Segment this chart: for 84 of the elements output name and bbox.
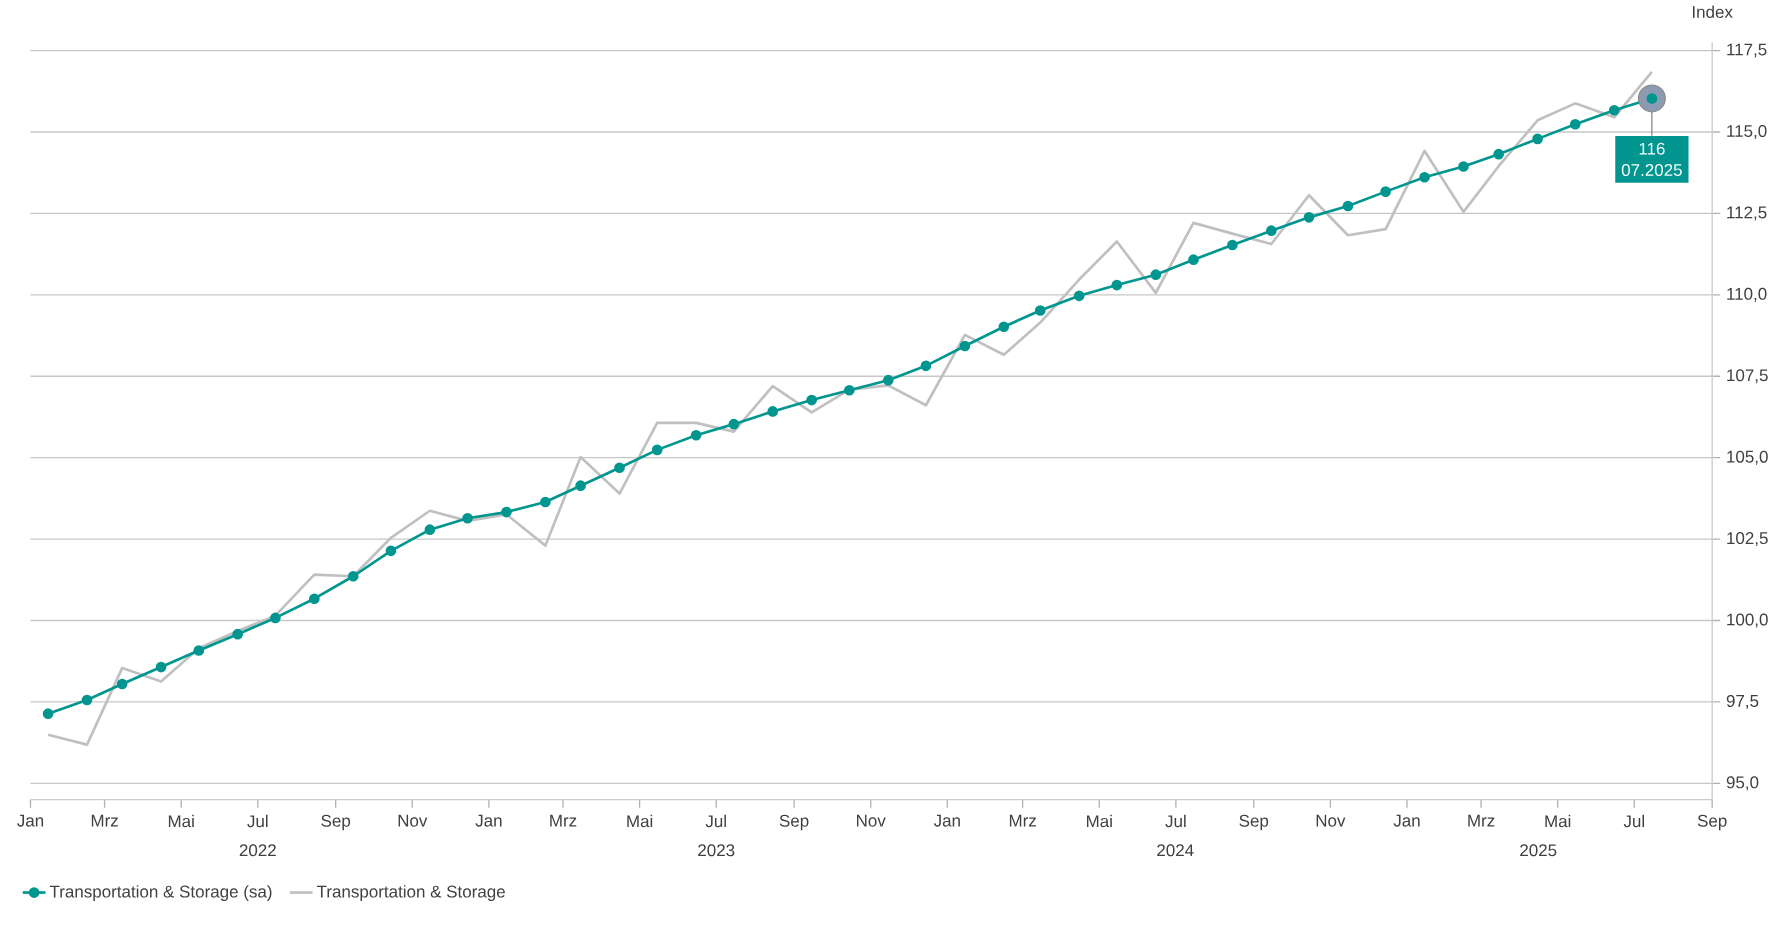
x-tick-label: Mrz — [91, 814, 118, 827]
point — [614, 462, 625, 474]
point — [1569, 118, 1581, 130]
x-tick-label: Sep — [779, 814, 809, 831]
y-tick-label: 100,0 — [1727, 613, 1768, 628]
point — [1073, 290, 1085, 302]
x-tick-label: Mai — [1545, 814, 1571, 828]
point — [651, 444, 663, 456]
x-tick-label: Nov — [1316, 814, 1346, 827]
x-tick-label: Mrz — [1468, 814, 1495, 827]
x-tick-label: Jul — [705, 814, 726, 828]
x-tick-label: Mai — [168, 814, 194, 828]
x-tick-label: Sep — [1239, 814, 1269, 831]
x-tick-label: Jul — [1623, 814, 1644, 828]
x-tick-label: Mai — [1086, 814, 1112, 828]
annotation: 07.2025 — [1621, 164, 1682, 177]
point — [844, 385, 855, 396]
x-tick-label: Jan — [933, 814, 960, 827]
point — [1342, 200, 1354, 212]
point — [347, 570, 359, 582]
legend-label: Transportation & Storage (sa) — [49, 885, 272, 902]
y-tick-label: 107,5 — [1727, 369, 1768, 384]
y-tick-label: 95,0 — [1726, 776, 1759, 791]
y-tick-label: 115,0 — [1727, 125, 1767, 140]
x-tick-label: Sep — [321, 814, 351, 831]
point — [959, 340, 971, 352]
x-tick-label: Sep — [1697, 814, 1727, 831]
point — [81, 694, 93, 706]
point — [540, 496, 551, 508]
point — [155, 661, 167, 673]
point — [767, 406, 779, 417]
point — [920, 360, 932, 372]
text: 2023 — [698, 844, 735, 857]
point — [501, 506, 512, 518]
point — [424, 524, 436, 536]
point — [385, 545, 397, 557]
x-tick-label: Mai — [627, 814, 653, 828]
x-tick-label: Jan — [1393, 814, 1420, 827]
x-tick-label: Jan — [475, 814, 502, 827]
point — [1303, 212, 1315, 223]
point — [42, 708, 54, 720]
point — [1493, 148, 1504, 160]
x-tick-label: Nov — [398, 814, 428, 827]
annotation: 116 — [1639, 142, 1665, 155]
y-tick-label: 117,5 — [1727, 43, 1767, 58]
point — [232, 628, 244, 640]
point — [193, 645, 205, 656]
point — [690, 429, 702, 441]
point — [1034, 305, 1046, 316]
point — [1111, 279, 1123, 291]
x-tick-label: Jul — [247, 814, 268, 828]
point — [116, 678, 128, 690]
point — [575, 480, 586, 492]
point — [1419, 172, 1430, 183]
y-tick-label: 105,0 — [1727, 450, 1768, 465]
y-tick-label: 112,5 — [1727, 206, 1767, 221]
y-tick-label: 102,5 — [1727, 532, 1768, 547]
point — [998, 321, 1010, 333]
x-tick-label: Nov — [856, 814, 886, 827]
y-tick-label: 97,5 — [1726, 694, 1759, 710]
point — [1188, 254, 1199, 266]
point — [1266, 225, 1277, 237]
y-axis-title: Index — [1692, 5, 1733, 19]
point — [462, 513, 473, 524]
point — [270, 612, 281, 624]
point — [1458, 161, 1469, 172]
point — [1150, 269, 1162, 281]
text: 2024 — [1157, 844, 1194, 857]
x-tick-label: Mrz — [550, 814, 577, 827]
text: 2022 — [239, 844, 276, 857]
point — [1380, 186, 1391, 198]
x-tick-label: Jan — [17, 814, 44, 827]
point — [806, 394, 817, 406]
point — [308, 593, 320, 605]
point — [1532, 133, 1543, 145]
point — [728, 418, 740, 430]
legend-label: Transportation & Storage — [316, 885, 505, 902]
x-tick-label: Mrz — [1009, 814, 1036, 827]
point — [882, 374, 894, 386]
point — [1227, 239, 1238, 251]
text: 2025 — [1520, 844, 1557, 857]
y-tick-label: 110,0 — [1727, 287, 1767, 302]
point — [1608, 104, 1620, 116]
x-tick-label: Jul — [1165, 814, 1186, 828]
